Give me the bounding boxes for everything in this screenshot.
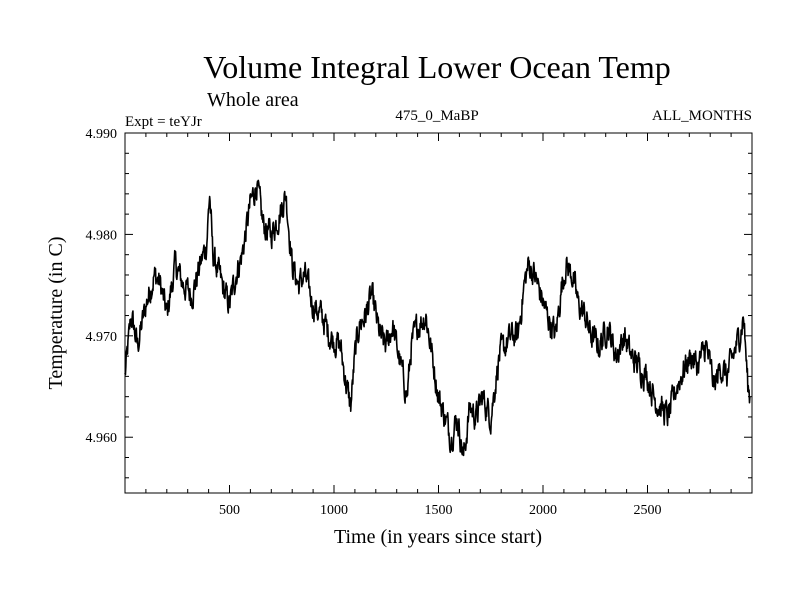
run-label: 475_0_MaBP: [395, 108, 478, 124]
y-axis-ticks: 4.960 4.970 4.980 4.990: [86, 127, 752, 479]
x-tick-label: 2500: [634, 503, 662, 518]
y-axis-label: Temperature (in C): [45, 237, 67, 390]
x-tick-label: 500: [219, 503, 240, 518]
x-tick-label: 1000: [320, 503, 348, 518]
y-tick-label: 4.990: [86, 127, 118, 142]
months-label: ALL_MONTHS: [652, 108, 752, 124]
y-tick-label: 4.970: [86, 330, 118, 345]
y-tick-label: 4.960: [86, 431, 118, 446]
experiment-label: Expt = teYJr: [125, 114, 202, 130]
x-tick-label: 2000: [529, 503, 557, 518]
x-axis-label: Time (in years since start): [334, 526, 542, 548]
x-tick-label: 1500: [425, 503, 453, 518]
chart-subtitle: Whole area: [207, 89, 299, 111]
y-tick-label: 4.980: [86, 228, 118, 243]
series-layer: [124, 179, 751, 457]
series-line-0: [124, 179, 751, 457]
x-axis-ticks: 500 1000 1500 2000 2500: [145, 133, 732, 518]
chart-title: Volume Integral Lower Ocean Temp: [203, 49, 671, 85]
plot-frame: [124, 132, 753, 494]
